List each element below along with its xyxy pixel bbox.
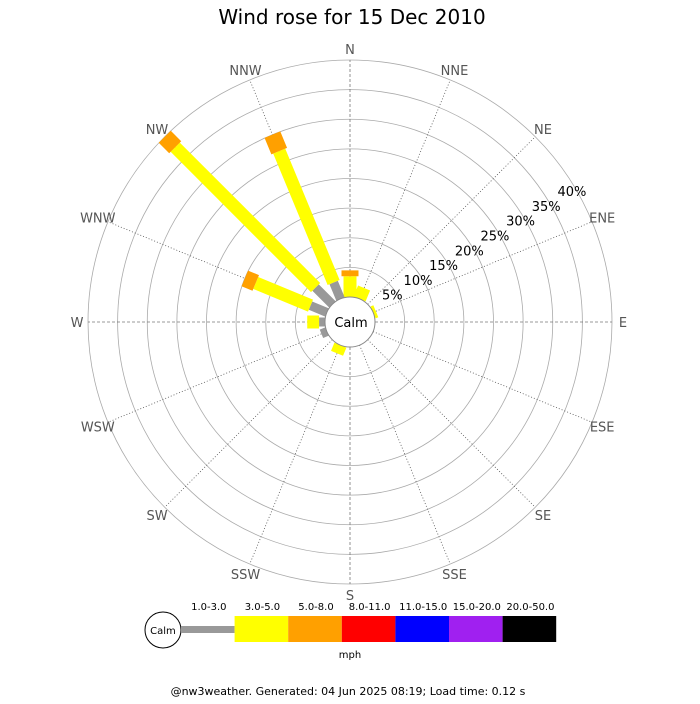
bar-wsw-bin-0 (319, 327, 329, 338)
bar-wnw-bin-0 (308, 301, 329, 317)
direction-label-nw: NW (146, 123, 169, 138)
grid-ring-15 (235, 207, 465, 437)
legend-swatch-2 (288, 616, 342, 642)
direction-label-sw: SW (146, 509, 167, 524)
legend-swatch-1 (234, 616, 289, 642)
bar-nnw-bin-1 (273, 148, 340, 285)
spoke-wsw (107, 331, 328, 423)
bar-nw-bin-0 (312, 284, 336, 308)
ring-label-15: 15% (429, 259, 458, 274)
direction-label-ese: ESE (590, 421, 615, 436)
legend-label-3: 8.0-11.0 (349, 602, 391, 613)
legend-swatch-6 (502, 616, 557, 642)
legend-label-4: 11.0-15.0 (399, 602, 447, 613)
ring-labels: 5%10%15%20%25%30%35%40% (382, 185, 586, 304)
spoke-se (367, 339, 536, 508)
legend-label-6: 20.0-50.0 (506, 602, 554, 613)
spoke-ssw (249, 344, 341, 565)
legend-unit-label: mph (339, 650, 361, 661)
ring-label-30: 30% (506, 215, 535, 230)
legend-calm-label: Calm (150, 626, 176, 637)
polar-grid (87, 59, 613, 585)
bar-nnw-bin-2 (264, 131, 288, 155)
bar-nnw-bin-0 (329, 280, 345, 301)
ring-label-10: 10% (404, 274, 433, 289)
calm-label: Calm (334, 316, 367, 331)
legend-swatch-5 (449, 616, 503, 642)
grid-ring-25 (176, 148, 524, 496)
wind-bars (158, 130, 379, 356)
ring-label-20: 20% (455, 244, 484, 259)
bar-wnw-bin-1 (253, 276, 313, 312)
legend-swatch-4 (395, 616, 449, 642)
chart-title: Wind rose for 15 Dec 2010 (218, 5, 485, 29)
legend-label-2: 5.0-8.0 (298, 602, 333, 613)
grid-ring-5 (294, 266, 406, 378)
legend-label-0: 1.0-3.0 (191, 602, 226, 613)
spoke-ne (367, 136, 536, 305)
spoke-nne (359, 79, 451, 300)
bar-nw-bin-2 (158, 130, 182, 154)
footer-text: @nw3weather. Generated: 04 Jun 2025 08:1… (171, 685, 526, 698)
bar-wnw-bin-2 (241, 270, 259, 291)
grid-ring-20 (206, 178, 494, 466)
legend-bins: 1.0-3.0 3.0-5.0 5.0-8.0 8.0-11.0 11.0-15.0 15… (181, 602, 557, 642)
direction-label-ene: ENE (589, 212, 615, 227)
direction-label-e: E (619, 316, 627, 331)
ring-label-40: 40% (557, 185, 586, 200)
spoke-ene (372, 221, 593, 313)
legend-label-1: 3.0-5.0 (245, 602, 280, 613)
direction-label-s: S (346, 589, 354, 604)
direction-label-ne: NE (534, 123, 552, 138)
ring-label-25: 25% (480, 229, 509, 244)
legend-label-5: 15.0-20.0 (453, 602, 501, 613)
bar-nne-bin-1 (353, 285, 371, 302)
spoke-sw (164, 339, 333, 508)
calm-circle (324, 296, 376, 348)
bar-ssw-bin-1 (331, 342, 347, 356)
direction-label-sse: SSE (442, 568, 467, 583)
ring-label-35: 35% (532, 200, 561, 215)
direction-label-nnw: NNW (229, 64, 261, 79)
legend-swatch-3 (341, 616, 396, 642)
bar-nw-bin-1 (170, 142, 321, 293)
direction-label-n: N (345, 43, 355, 58)
direction-label-ssw: SSW (231, 568, 261, 583)
direction-label-wnw: WNW (80, 212, 116, 227)
direction-label-w: W (71, 316, 84, 331)
ring-label-5: 5% (382, 289, 403, 304)
direction-label-wsw: WSW (81, 421, 115, 436)
legend-swatch-0 (181, 626, 235, 633)
direction-label-se: SE (535, 509, 551, 524)
spoke-ese (372, 331, 593, 423)
grid-ring-10 (265, 237, 435, 407)
direction-labels: N NNE NE ENE E ESE SE SSE S SSW SW WSW W WNW NW NNW (71, 43, 628, 604)
speed-legend: Calm 1.0-3.0 3.0-5.0 5.0-8.0 8.0-11.0 11.0-1… (144, 602, 557, 661)
spoke-sse (359, 344, 451, 565)
direction-label-nne: NNE (441, 64, 469, 79)
